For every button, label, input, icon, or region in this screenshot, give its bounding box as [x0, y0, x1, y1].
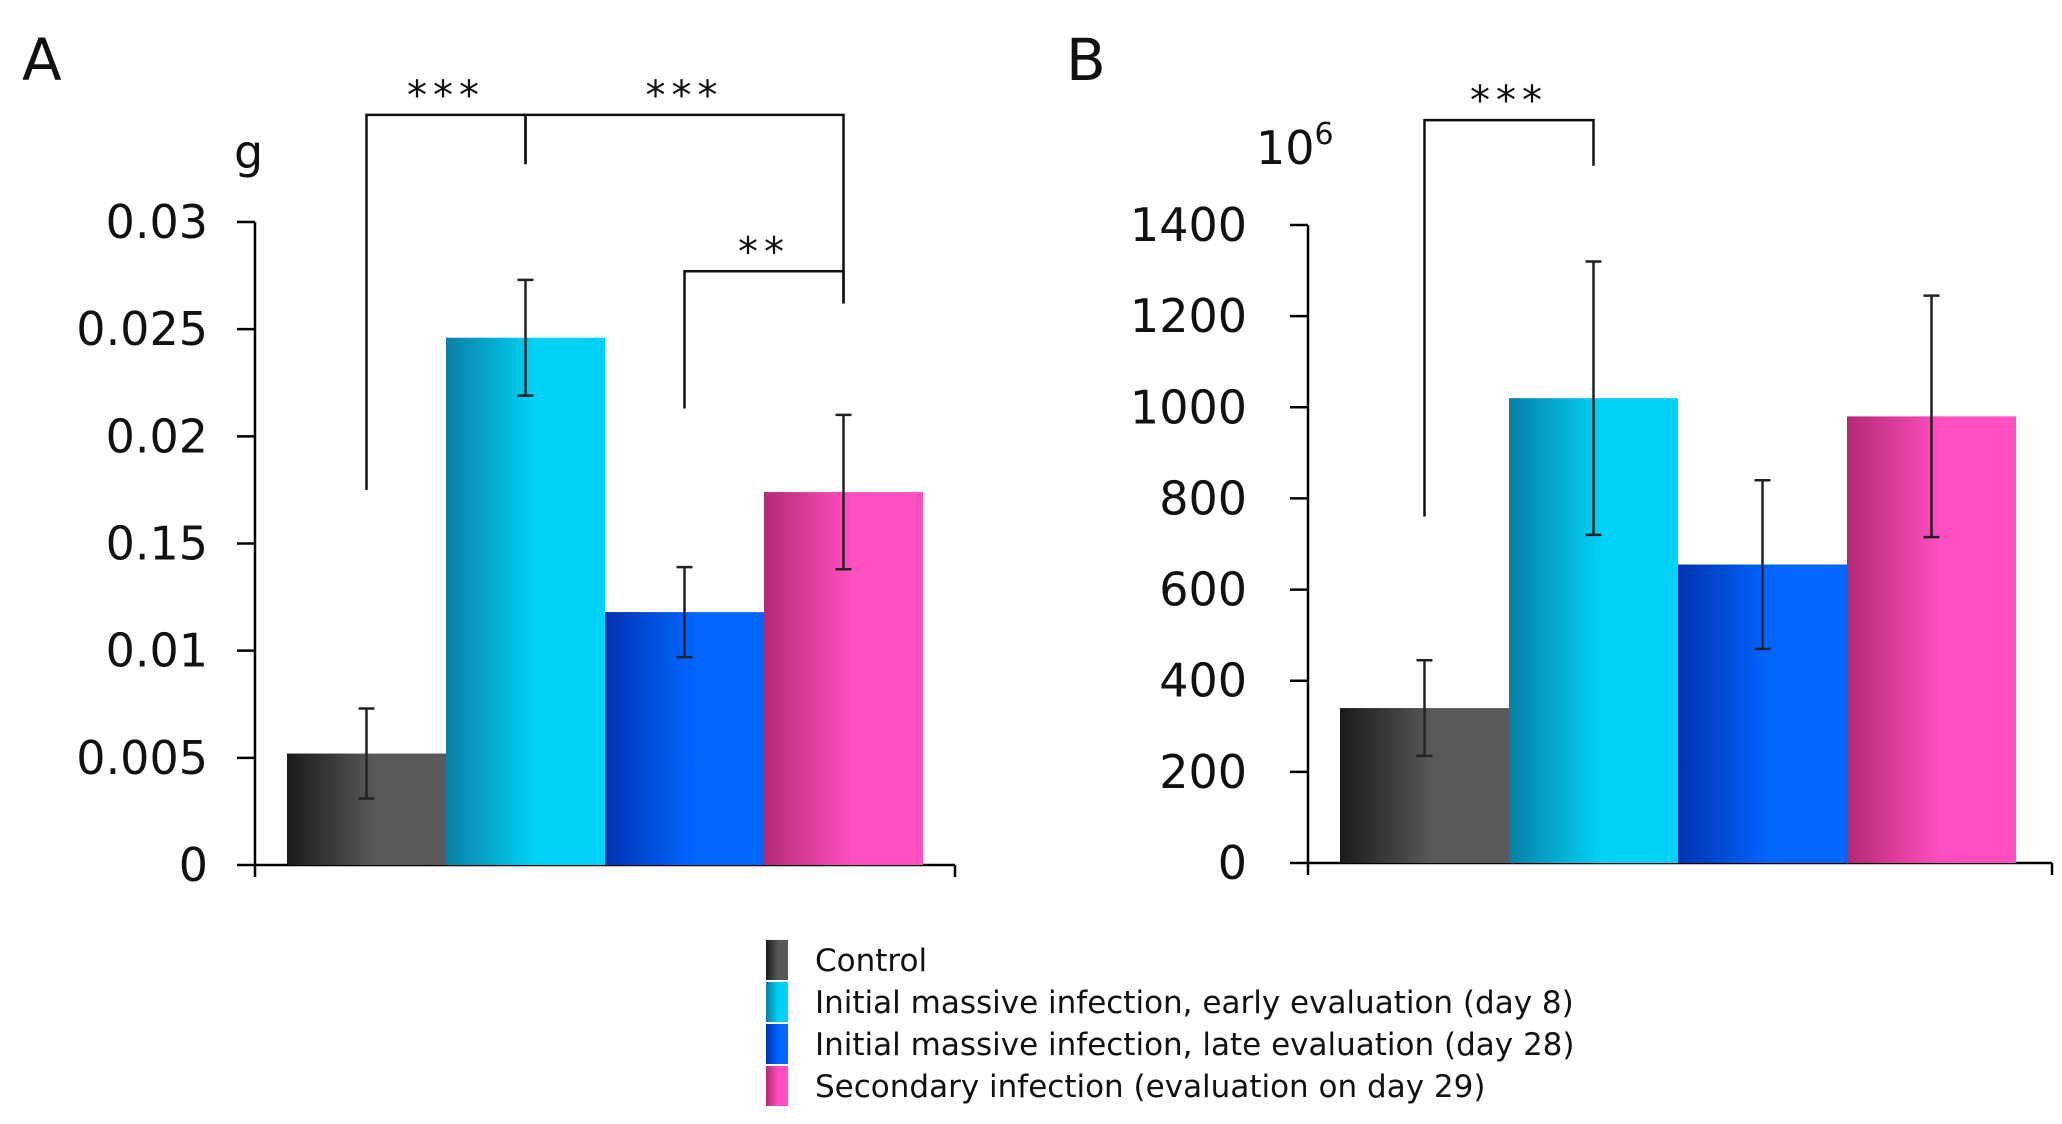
- panel-a-y-tick-label: 0.02: [106, 409, 208, 463]
- panel-b-y-tick-label: 200: [1159, 745, 1247, 799]
- panel-a-y-tick-label: 0.025: [76, 302, 208, 356]
- panel-a-significance-label: ***: [646, 73, 724, 119]
- panel-b-bars: [1340, 398, 2016, 863]
- panel-a-significance-bracket: [524, 113, 845, 304]
- panel-b-significance-bracket: [1423, 118, 1595, 517]
- panel-b-significance-label: ***: [1470, 78, 1548, 124]
- panel-a-y-tick-label: 0: [179, 838, 208, 892]
- panel-b-y-tick-label: 400: [1159, 654, 1247, 708]
- panel-a-significance-bracket: [683, 270, 845, 409]
- panel-a-error-bar: [517, 278, 534, 397]
- panel-a-error-bar: [358, 707, 375, 800]
- panel-a-significance: *** *****: [365, 73, 845, 490]
- panel-b-y-tick-label: 0: [1218, 836, 1247, 890]
- panel-a-y-tick-label: 0.15: [106, 517, 208, 571]
- panel-a-y-tick-label: 0.03: [106, 195, 208, 249]
- legend-swatch: [766, 982, 788, 1022]
- panel-a-bar: [446, 337, 605, 865]
- panel-a-y-unit: g: [234, 125, 263, 179]
- panel-a-letter: A: [22, 26, 62, 94]
- panel-a-y-tick-label: 0.005: [76, 731, 208, 785]
- panel-b-y-tick-label: 600: [1159, 563, 1247, 617]
- panel-a-error-bar: [676, 565, 693, 659]
- legend-swatch: [766, 1066, 788, 1106]
- panel-b-error-bar: [1754, 478, 1771, 651]
- legend-label: Secondary infection (evaluation on day 2…: [815, 1069, 1485, 1105]
- panel-b-error-bars: [1416, 260, 1940, 758]
- panel-b-letter: B: [1066, 26, 1106, 94]
- panel-b-y-tick-label: 1200: [1130, 289, 1247, 343]
- panel-a-significance-label: ***: [407, 73, 485, 119]
- panel-a-error-bars: [358, 278, 852, 800]
- panel-b-error-bar: [1923, 294, 1940, 539]
- panel-b-y-tick-label: 800: [1159, 471, 1247, 525]
- legend-label: Initial massive infection, early evaluat…: [815, 985, 1574, 1021]
- panel-b-y-unit-exponent: 6: [1315, 117, 1334, 152]
- legend: Control Initial massive infection, early …: [766, 940, 1575, 1106]
- legend-label: Control: [815, 943, 927, 979]
- panel-b-y-unit-base: 10: [1256, 121, 1315, 175]
- panel-a-error-bar: [835, 413, 852, 571]
- panel-b-error-bar: [1416, 658, 1433, 758]
- panel-b-y-tick-label: 1400: [1130, 198, 1247, 252]
- panel-a-y-tick-label: 0.01: [106, 624, 208, 678]
- panel-a-significance-label: **: [738, 229, 790, 275]
- panel-b-y-tick-label: 1000: [1130, 380, 1247, 434]
- legend-label: Initial massive infection, late evaluati…: [815, 1027, 1575, 1063]
- panel-b-error-bar: [1585, 260, 1602, 537]
- panel-a-y-ticks: 0 0.005 0.01 0.15 0.02 0.025 0.03: [76, 195, 255, 892]
- panel-a-bars: [287, 337, 923, 865]
- panel-b-chart: B 106 0 200 400 600 800 1000 1200 1400 ***: [1066, 26, 2054, 890]
- panel-b-y-ticks: 0 200 400 600 800 1000 1200 1400: [1130, 198, 1308, 890]
- panel-b-y-unit: 106: [1256, 117, 1334, 175]
- legend-swatch: [766, 940, 788, 980]
- panel-b-significance: ***: [1423, 78, 1595, 517]
- legend-swatch: [766, 1024, 788, 1064]
